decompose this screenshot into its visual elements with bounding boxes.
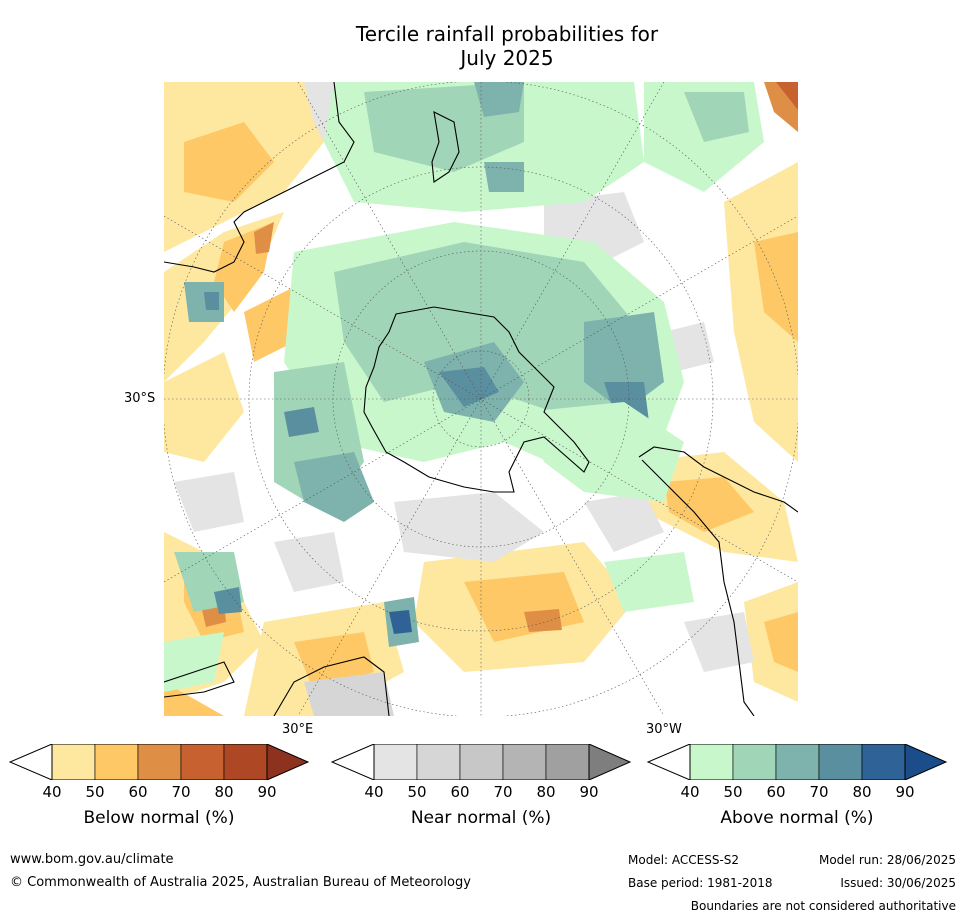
tick-label: 70 [493, 783, 513, 801]
colorbar-segment [94, 744, 139, 780]
tick-label: 60 [450, 783, 470, 801]
tick-label: 80 [852, 783, 872, 801]
longitude-label-30e: 30°E [282, 722, 314, 737]
tick-label: 50 [723, 783, 743, 801]
tick-label: 70 [171, 783, 191, 801]
polar-map [164, 82, 798, 716]
latitude-label-30s: 30°S [124, 391, 156, 406]
tick-label: 40 [680, 783, 700, 801]
colorbar-below-normal-title: Below normal (%) [83, 808, 235, 828]
tick-label: 40 [42, 783, 62, 801]
tick-label: 90 [579, 783, 599, 801]
tick-label: 40 [364, 783, 384, 801]
colorbar-segment [416, 744, 461, 780]
tick-label: 50 [407, 783, 427, 801]
colorbar-segment [545, 744, 590, 780]
colorbar-segment [689, 744, 734, 780]
footer-issued: Issued: 30/06/2025 [840, 876, 956, 890]
colorbar-segment [373, 744, 418, 780]
tick-label: 90 [257, 783, 277, 801]
colorbar-above-normal [646, 744, 948, 780]
polar-map-svg [164, 82, 798, 716]
tick-label: 60 [128, 783, 148, 801]
colorbar-segment [180, 744, 225, 780]
tick-label: 60 [766, 783, 786, 801]
colorbar-segment [459, 744, 504, 780]
colorbar-extend-arrow [904, 744, 948, 780]
colorbar-near-normal [330, 744, 632, 780]
colorbar-near-normal-ticks: 40 50 60 70 80 90 [330, 783, 632, 803]
footer-disclaimer: Boundaries are not considered authoritat… [690, 899, 956, 913]
footer-copyright: © Commonwealth of Australia 2025, Austra… [10, 875, 471, 890]
colorbar-extend-arrow [588, 744, 632, 780]
colorbar-near-normal-title: Near normal (%) [410, 808, 552, 828]
tick-label: 90 [895, 783, 915, 801]
colorbar-segment [51, 744, 96, 780]
colorbar-extend-arrow [266, 744, 310, 780]
coastlines [164, 82, 798, 716]
colorbar-below-normal [8, 744, 310, 780]
colorbar-segment [732, 744, 777, 780]
map-title: Tercile rainfall probabilities for July … [0, 22, 965, 70]
tick-label: 80 [214, 783, 234, 801]
longitude-label-30w: 30°W [646, 722, 682, 737]
colorbar-segment [861, 744, 906, 780]
colorbar-above-normal-title: Above normal (%) [720, 808, 874, 828]
colorbar-segment [502, 744, 547, 780]
colorbar-segment [137, 744, 182, 780]
tick-label: 70 [809, 783, 829, 801]
colorbar-segment [223, 744, 268, 780]
title-line-2: July 2025 [460, 46, 554, 70]
tick-label: 80 [536, 783, 556, 801]
title-line-1: Tercile rainfall probabilities for [355, 22, 659, 46]
colorbar-above-normal-ticks: 40 50 60 70 80 90 [646, 783, 948, 803]
colorbar-segment [775, 744, 820, 780]
footer-model-run: Model run: 28/06/2025 [818, 853, 956, 867]
above-normal-regions [164, 82, 764, 692]
footer-model: Model: ACCESS-S2 [628, 853, 740, 867]
colorbar-segment [818, 744, 863, 780]
graticule [164, 82, 798, 716]
footer-base-period: Base period: 1981-2018 [628, 876, 773, 890]
tick-label: 50 [85, 783, 105, 801]
footer-website: www.bom.gov.au/climate [10, 852, 174, 867]
colorbar-below-normal-ticks: 40 50 60 70 80 90 [8, 783, 310, 803]
